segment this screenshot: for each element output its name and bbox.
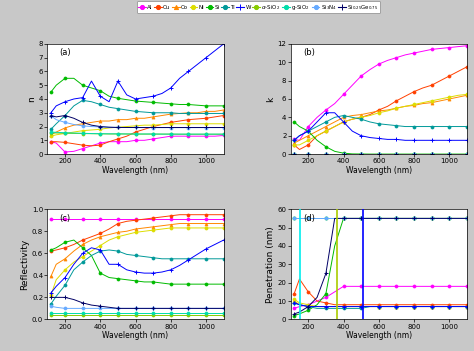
Text: (b): (b) xyxy=(303,48,315,57)
Legend: Al, Cu, Co, Ni, Si, Ti, W, $\alpha$-SiO$_2$, g-SiO$_2$, Si$_3$N$_4$, Si$_{0.25}$: Al, Cu, Co, Ni, Si, Ti, W, $\alpha$-SiO$… xyxy=(137,1,380,13)
X-axis label: Wavelength (nm): Wavelength (nm) xyxy=(102,331,169,340)
Y-axis label: n: n xyxy=(27,96,36,102)
Y-axis label: Reflectivity: Reflectivity xyxy=(20,239,29,290)
Text: (d): (d) xyxy=(303,214,315,223)
X-axis label: Wavelength (nm): Wavelength (nm) xyxy=(346,166,412,175)
X-axis label: Wavelength (nm): Wavelength (nm) xyxy=(346,331,412,340)
Y-axis label: k: k xyxy=(266,97,275,101)
X-axis label: Wavelength (nm): Wavelength (nm) xyxy=(102,166,169,175)
Text: (a): (a) xyxy=(60,48,72,57)
Text: (c): (c) xyxy=(60,214,71,223)
Y-axis label: Penetration (nm): Penetration (nm) xyxy=(266,226,275,303)
